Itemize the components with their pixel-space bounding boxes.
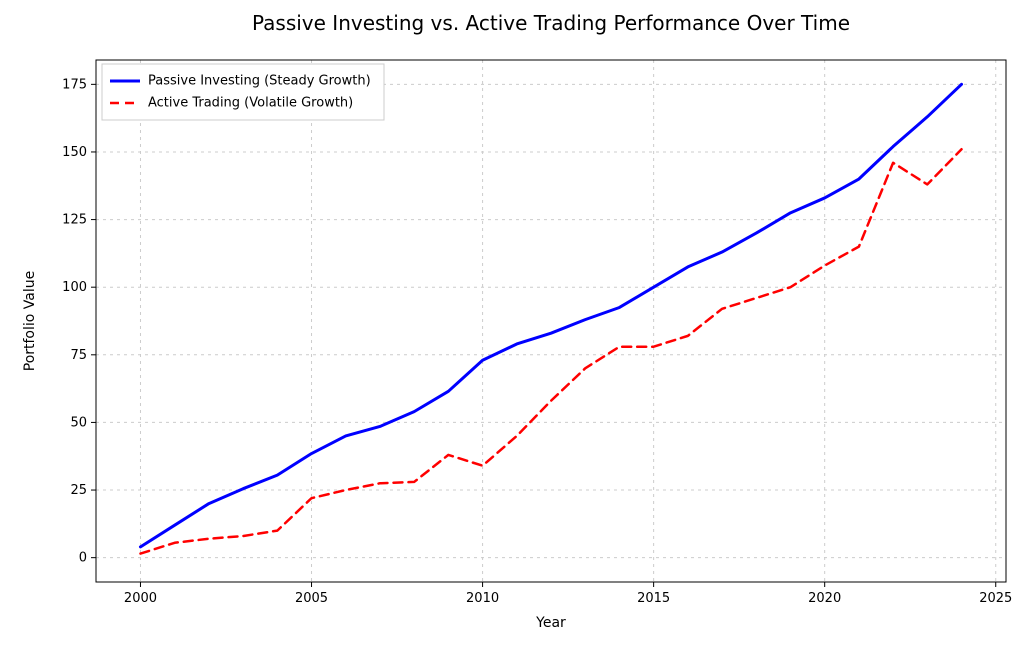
x-tick-label: 2025 xyxy=(979,591,1012,606)
chart-title: Passive Investing vs. Active Trading Per… xyxy=(252,11,850,35)
y-tick-label: 25 xyxy=(70,483,87,498)
x-tick-label: 2010 xyxy=(466,591,499,606)
series-line-active xyxy=(140,149,961,553)
y-tick-label: 75 xyxy=(70,348,87,363)
x-axis-label: Year xyxy=(535,615,566,631)
chart-container: Passive Investing vs. Active Trading Per… xyxy=(0,0,1024,649)
legend-label-passive: Passive Investing (Steady Growth) xyxy=(148,74,371,89)
x-tick-label: 2015 xyxy=(637,591,670,606)
series-line-passive xyxy=(140,84,961,546)
plot-border xyxy=(96,60,1006,582)
y-tick-label: 50 xyxy=(70,415,87,430)
y-tick-label: 0 xyxy=(79,551,87,566)
x-ticks: 2000 2005 2010 2015 2020 2025 xyxy=(124,582,1012,606)
y-ticks: 0 25 50 75 100 125 150 175 xyxy=(62,77,96,565)
y-tick-label: 100 xyxy=(62,280,87,295)
y-tick-label: 150 xyxy=(62,145,87,160)
line-chart: Passive Investing vs. Active Trading Per… xyxy=(0,0,1024,649)
x-tick-label: 2020 xyxy=(808,591,841,606)
legend-label-active: Active Trading (Volatile Growth) xyxy=(148,96,353,111)
y-tick-label: 125 xyxy=(62,213,87,228)
x-tick-label: 2005 xyxy=(295,591,328,606)
y-axis-label: Portfolio Value xyxy=(22,271,38,372)
legend-box xyxy=(102,64,384,120)
y-tick-label: 175 xyxy=(62,77,87,92)
grid xyxy=(96,60,1006,582)
x-tick-label: 2000 xyxy=(124,591,157,606)
series-group xyxy=(140,84,961,553)
legend: Passive Investing (Steady Growth) Active … xyxy=(102,64,384,120)
